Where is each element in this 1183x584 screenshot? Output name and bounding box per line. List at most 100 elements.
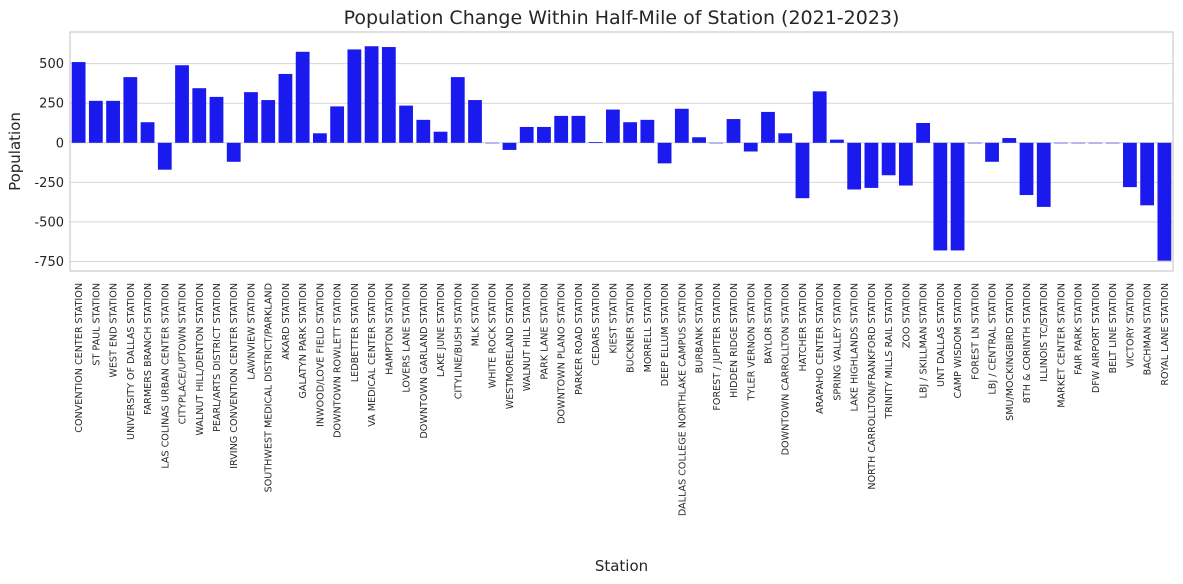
bar (485, 142, 500, 144)
bar (657, 142, 672, 164)
bar (571, 115, 586, 143)
y-tick-labels: -750 -500 -250 0 250 500 (34, 57, 64, 270)
bar (244, 92, 258, 143)
x-tick-label: BACHMAN STATION (1143, 283, 1154, 375)
x-tick-label: KIEST STATION (608, 283, 619, 354)
bar (916, 123, 930, 143)
bar (157, 142, 172, 170)
x-tick-label: HAMPTON STATION (384, 283, 395, 375)
bar (295, 51, 310, 143)
x-tick-label: AKARD STATION (281, 283, 292, 360)
bar (71, 62, 86, 143)
y-tick-label: -250 (34, 176, 64, 191)
x-tick-label: PARKER ROAD STATION (574, 283, 585, 395)
y-tick-label: -500 (34, 215, 64, 230)
x-tick-label: PEARL/ARTS DISTRICT STATION (212, 283, 223, 432)
bar (381, 47, 396, 143)
x-tick-label: LAKE HIGHLANDS STATION (850, 283, 861, 412)
bar (175, 65, 189, 143)
x-tick-label: PARK LANE STATION (539, 283, 550, 380)
x-axis-label: Station (595, 557, 648, 575)
x-tick-label: MLK STATION (471, 283, 482, 346)
x-tick-label: DFW AIRPORT STATION (1091, 283, 1102, 393)
x-tick-label: INWOOD/LOVE FIELD STATION (315, 283, 326, 427)
x-tick-label: WALNUT HILL/DENTON STATION (195, 283, 206, 436)
x-tick-label: BURBANK STATION (695, 283, 706, 373)
bar (898, 142, 913, 186)
bar (1036, 142, 1051, 207)
bar (1088, 142, 1103, 144)
bar (88, 100, 103, 143)
bar (519, 126, 534, 143)
y-tick-label: 250 (39, 97, 64, 112)
bar (795, 142, 810, 199)
bar (330, 106, 345, 143)
bar (933, 142, 948, 251)
x-tick-label: TYLER VERNON STATION (746, 283, 757, 402)
x-tick-label: TRINITY MILLS RAIL STATION (884, 283, 895, 420)
x-tick-label: ROYAL LANE STATION (1160, 283, 1171, 386)
x-tick-label: DALLAS COLLEGE NORTHLAKE CAMPUS STATION (677, 283, 688, 516)
plot-frame (69, 31, 1174, 272)
x-tick-label: LAS COLINAS URBAN CENTER STATION (160, 283, 171, 469)
y-axis-label: Population (6, 112, 24, 191)
x-tick-label: WEST END STATION (109, 283, 120, 378)
bar (209, 96, 224, 143)
bar (278, 73, 293, 143)
bar (1157, 142, 1172, 261)
bar (313, 133, 327, 143)
x-tick-label: FOREST LN STATION (970, 283, 981, 380)
bar (123, 77, 138, 143)
x-tick-label: WALNUT HILL STATION (522, 283, 533, 391)
x-tick-label: HIDDEN RIDGE STATION (729, 283, 740, 398)
bar (106, 100, 120, 143)
x-tick-label: MARKET CENTER STATION (1056, 283, 1067, 408)
x-tick-label: VA MEDICAL CENTER STATION (367, 283, 378, 427)
bar (778, 133, 793, 143)
bar (674, 108, 689, 143)
x-tick-label: SPRING VALLEY STATION (832, 283, 843, 401)
x-tick-label: LAWNVIEW STATION (246, 283, 257, 380)
bar (399, 105, 413, 143)
x-tick-label: FAIR PARK STATION (1074, 283, 1085, 375)
bar (588, 142, 603, 143)
x-tick-label: BELT LINE STATION (1108, 283, 1119, 373)
x-tick-label: LEDBETTER STATION (350, 283, 361, 382)
bar (502, 142, 517, 150)
x-tick-label: WESTMORELAND STATION (505, 283, 516, 409)
chart-title: Population Change Within Half-Mile of St… (344, 7, 900, 29)
bar (347, 49, 362, 143)
bar (692, 137, 706, 143)
x-tick-label: IRVING CONVENTION CENTER STATION (229, 283, 240, 469)
bar (985, 142, 999, 162)
x-tick-label: DEEP ELLUM STATION (660, 283, 671, 386)
x-tick-label: UNIVERSITY OF DALLAS STATION (126, 283, 137, 440)
bar (830, 139, 844, 143)
bar (812, 91, 827, 143)
x-tick-label: UNT DALLAS STATION (936, 283, 947, 387)
x-tick-label: ILLINOIS TC/STATION (1039, 283, 1050, 382)
x-tick-label: BAYLOR STATION (763, 283, 774, 364)
bar (1054, 142, 1068, 144)
bar (416, 119, 431, 143)
bar (950, 142, 965, 251)
x-tick-label: GALATYN PARK STATION (298, 283, 309, 399)
y-tick-label: -750 (34, 255, 64, 270)
x-tick-label: ZOO STATION (901, 283, 912, 348)
bar (1123, 142, 1137, 188)
bar (743, 142, 758, 152)
x-tick-label: CONVENTION CENTER STATION (74, 283, 85, 433)
bar (450, 77, 465, 143)
x-tick-label: CITYLINE/BUSH STATION (453, 283, 464, 399)
bar (192, 88, 207, 143)
x-tick-label: DOWNTOWN PLANO STATION (557, 283, 568, 424)
bar (433, 131, 448, 143)
bar (967, 142, 982, 144)
bar (140, 122, 155, 143)
bar (537, 126, 551, 143)
bar (881, 142, 896, 176)
bar (1002, 138, 1017, 143)
x-tick-label: CAMP WISDOM STATION (953, 283, 964, 399)
